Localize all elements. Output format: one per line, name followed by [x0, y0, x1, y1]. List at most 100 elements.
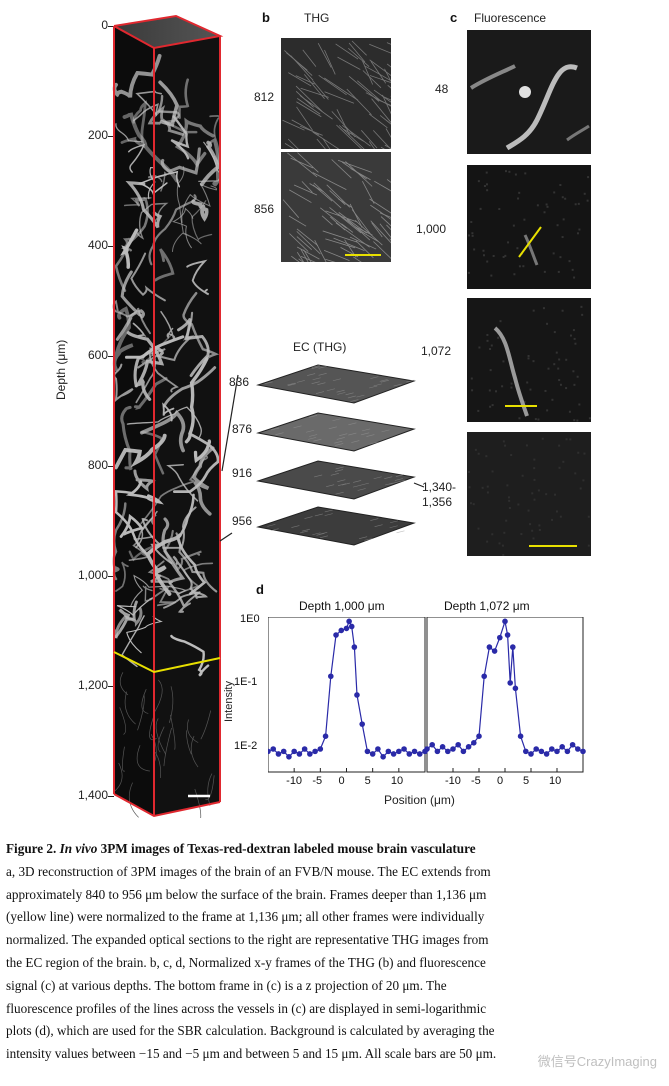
plot2-point: [543, 751, 550, 757]
depth-tick-mark-4: [108, 466, 114, 467]
plot1-point: [359, 721, 365, 727]
caption-line-5: signal (c) at various depths. The bottom…: [6, 977, 447, 993]
plot1-point: [346, 618, 352, 625]
plot2-xtick-3: 5: [523, 775, 530, 787]
plot1-point: [369, 751, 376, 757]
plot1-xtick-2: 0: [338, 775, 345, 787]
plot2-point: [575, 746, 581, 752]
plot1-point: [296, 751, 303, 757]
plot2-point: [429, 741, 435, 748]
caption-line-1: approximately 840 to 956 μm below the su…: [6, 886, 487, 902]
plot1-point: [328, 673, 334, 680]
depth-tick-mark-7: [108, 796, 114, 797]
panel-c-title: Fluorescence: [474, 11, 547, 25]
plot2-point: [554, 748, 560, 755]
fluor-frame-1340-1356: [467, 432, 591, 556]
ec-title: EC (THG): [293, 340, 347, 354]
thg-depth-812: 812: [254, 90, 275, 104]
plot1-point: [286, 754, 292, 760]
fluor-depth-1000: 1,000: [416, 222, 447, 236]
plot2-xtick-1: -5: [471, 775, 481, 787]
caption-line-2: (yellow line) were normalized to the fra…: [6, 909, 485, 925]
caption-line-7: plots (d), which are used for the SBR ca…: [6, 1023, 495, 1039]
depth-tick-mark-0: [108, 26, 114, 27]
depth-tick-mark-2: [108, 246, 114, 247]
plot1-point: [375, 746, 381, 752]
vasculature-3d-column: [112, 14, 224, 818]
plot1-point: [390, 751, 397, 757]
depth-tick-6: 1,200: [77, 678, 108, 692]
figure-caption: Figure 2. In vivo 3PM images of Texas-re…: [6, 838, 660, 1066]
caption-line-0: a, 3D reconstruction of 3PM images of th…: [6, 863, 491, 879]
plot1-point: [380, 754, 386, 760]
depth-tick-mark-5: [108, 576, 114, 577]
watermark: 微信号CrazyImaging: [537, 1054, 657, 1069]
plot1-point: [396, 748, 402, 755]
plot1-series-line: [268, 619, 426, 758]
plot1-point: [322, 733, 329, 739]
plot2-point: [465, 743, 472, 750]
plot1-xtick-4: 10: [390, 775, 404, 787]
plot2-point: [439, 743, 446, 750]
plot2-point: [486, 644, 493, 650]
plot1-point: [401, 746, 407, 752]
plot2-point: [497, 634, 503, 641]
plot1-point: [275, 751, 282, 757]
plot2-xtick-2: 0: [497, 775, 504, 787]
plot1-xtick-0: -10: [286, 775, 303, 787]
fluor-frame-1000: [467, 165, 591, 289]
plot1-point: [385, 748, 392, 755]
plot2-point: [481, 673, 487, 680]
plot2-xtick-4: 10: [549, 775, 562, 787]
depth-tick-0: 0: [101, 18, 108, 32]
plot2-point: [445, 748, 451, 755]
caption-line-6: fluorescence profiles of the lines acros…: [6, 1000, 487, 1016]
plot1-point: [364, 748, 371, 755]
caption-line-8: intensity values between −15 and −5 μm a…: [6, 1046, 497, 1062]
plot1-point: [343, 625, 350, 632]
ec-depth-916: 916: [232, 466, 253, 480]
fluor-depth-1072: 1,072: [421, 344, 452, 358]
ec-depth-956: 956: [232, 514, 253, 528]
plot2-point: [491, 648, 498, 654]
caption-line-4: the EC region of the brain. b, c, d, Nor…: [6, 954, 486, 970]
plot2-point: [450, 746, 456, 752]
panel-d-letter: d: [256, 582, 264, 597]
fluor-depth-48: 48: [435, 82, 449, 96]
plot1-title: Depth 1,000 μm: [299, 599, 385, 613]
plot1-point: [348, 623, 355, 630]
plot2-point: [549, 746, 555, 752]
caption-title: Figure 2. In vivo 3PM images of Texas-re…: [6, 841, 476, 856]
depth-tick-mark-3: [108, 356, 114, 357]
ytick-1e-1: 1E-1: [234, 676, 258, 688]
depth-tick-mark-6: [108, 686, 114, 687]
plot1-point: [301, 746, 308, 752]
plot2-point: [455, 741, 461, 748]
plot1-point: [338, 627, 345, 634]
plot2-point: [424, 746, 430, 752]
ec-depth-836: 836: [229, 375, 250, 389]
position-axis-label: Position (μm): [384, 793, 455, 807]
plot2-point: [523, 748, 529, 755]
thg-frame-812: [281, 38, 391, 149]
plot1-point: [268, 748, 271, 755]
plot2-point: [538, 748, 545, 755]
fluor-depth-1340-1356: 1,340- 1,356: [422, 480, 457, 509]
plot2-point: [434, 748, 441, 755]
plot1-point: [312, 748, 318, 755]
depth-tick-5: 1,000: [77, 568, 108, 582]
depth-tick-7: 1,400: [77, 788, 108, 802]
caption-body: a, 3D reconstruction of 3PM images of th…: [6, 861, 660, 1066]
plot1-point: [416, 751, 423, 757]
plot2-point: [580, 748, 586, 755]
depth-axis-label: Depth (μm): [54, 339, 68, 400]
plot1-xtick-1: -5: [312, 775, 323, 787]
fluor-frame-48: [467, 30, 591, 154]
depth-tick-1: 200: [87, 128, 108, 142]
plot2-series-line: [426, 621, 584, 755]
plot2-point: [564, 748, 571, 755]
panel-c-letter: c: [450, 10, 458, 25]
plot1-point: [291, 748, 297, 755]
plot1-point: [354, 692, 360, 698]
plot2-point: [569, 741, 576, 748]
